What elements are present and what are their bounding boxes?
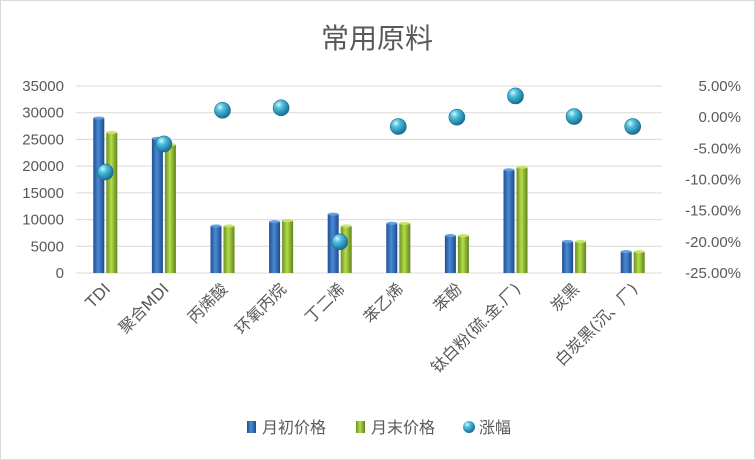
- left-tick-label: 30000: [22, 105, 64, 122]
- left-tick-label: 35000: [22, 78, 64, 95]
- bar-month-start: [444, 234, 456, 273]
- bar-month-end: [223, 224, 235, 273]
- category-label: 苯酚: [430, 279, 466, 315]
- left-tick-label: 0: [56, 265, 64, 282]
- svg-text:月末价格: 月末价格: [371, 418, 435, 437]
- bar-month-start: [151, 136, 163, 273]
- category-label: 聚合MDI: [115, 279, 173, 337]
- bar-month-start: [503, 168, 515, 273]
- right-tick-label: -25.00%: [685, 265, 741, 282]
- change-marker: [214, 102, 231, 119]
- category-label: 炭黑: [547, 279, 583, 315]
- category-label: 环氧丙烷: [231, 279, 290, 338]
- left-tick-label: 15000: [22, 185, 64, 202]
- change-marker: [624, 118, 642, 135]
- change-markers: [97, 87, 642, 251]
- legend-item: 涨幅: [463, 418, 511, 437]
- bar-month-start: [210, 224, 222, 273]
- right-tick-label: 5.00%: [698, 78, 741, 95]
- left-tick-label: 25000: [22, 131, 64, 148]
- svg-text:涨幅: 涨幅: [479, 418, 511, 437]
- left-tick-label: 5000: [31, 238, 64, 255]
- bar-month-end: [340, 224, 352, 273]
- bar-month-end: [457, 234, 469, 273]
- right-tick-label: 0.00%: [698, 109, 741, 126]
- bar-month-end: [575, 239, 587, 273]
- change-marker: [565, 108, 583, 125]
- right-axis-ticks: -25.00% -20.00% -15.00% -10.00% -5.00% 0.00% 5…: [685, 78, 741, 282]
- svg-text:月初价格: 月初价格: [262, 418, 326, 437]
- bar-month-start: [562, 239, 574, 273]
- change-marker: [97, 163, 114, 181]
- bar-month-start: [620, 250, 632, 273]
- bar-month-end: [399, 221, 411, 273]
- change-marker: [507, 87, 524, 105]
- bar-month-end: [633, 250, 645, 273]
- category-label: 苯乙烯: [360, 279, 407, 326]
- bar-month-start: [93, 116, 105, 273]
- chart-title: 常用原料: [321, 22, 433, 55]
- bar-month-end: [516, 165, 528, 273]
- bars: [93, 116, 645, 273]
- change-marker: [331, 233, 349, 251]
- bar-month-end: [164, 143, 176, 273]
- legend: 月初价格 月末价格 涨幅: [247, 418, 511, 437]
- category-label: TDI: [81, 279, 114, 312]
- bar-month-end: [106, 130, 118, 273]
- right-tick-label: -10.00%: [685, 172, 741, 189]
- left-tick-label: 10000: [22, 212, 64, 229]
- left-axis-ticks: 0 5000 10000 15000 20000 25000 30000 35000: [22, 78, 64, 282]
- change-marker: [272, 99, 290, 117]
- legend-item: 月末价格: [356, 418, 435, 437]
- bar-month-end: [282, 219, 294, 273]
- legend-item: 月初价格: [247, 418, 326, 437]
- change-marker: [155, 135, 173, 153]
- bar-month-start: [269, 220, 281, 273]
- change-marker: [448, 108, 466, 126]
- right-tick-label: -5.00%: [693, 140, 741, 157]
- category-label: 丙烯酸: [184, 279, 231, 326]
- left-tick-label: 20000: [22, 158, 64, 175]
- change-marker: [389, 118, 407, 135]
- category-label: 丁二烯: [301, 279, 348, 326]
- right-tick-label: -20.00%: [685, 234, 741, 251]
- right-tick-label: -15.00%: [685, 203, 741, 220]
- bar-month-start: [386, 221, 398, 273]
